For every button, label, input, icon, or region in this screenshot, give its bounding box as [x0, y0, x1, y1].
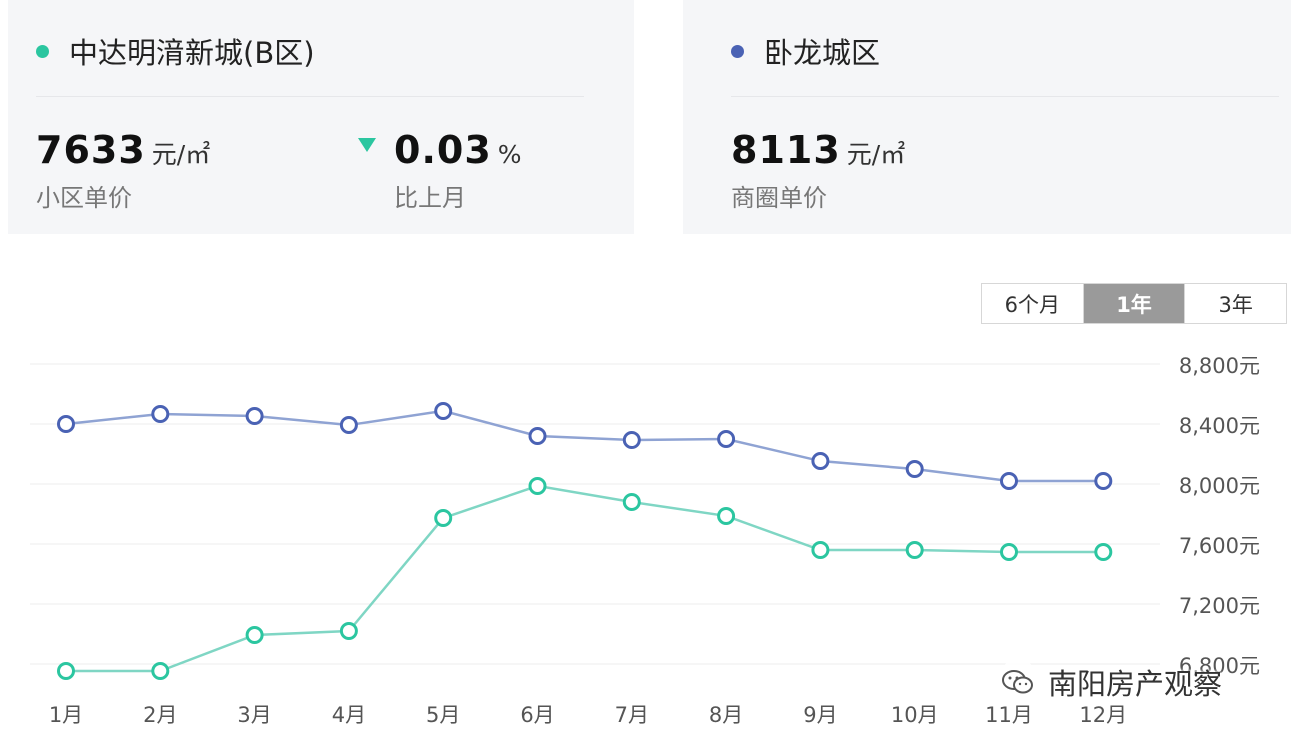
data-point[interactable] [245, 626, 264, 645]
y-tick-label: 6,800元 [1179, 654, 1260, 678]
range-toggle: 6个月 1年 3年 [981, 283, 1287, 324]
x-tick-label: 10月 [891, 703, 939, 727]
data-point[interactable] [528, 427, 547, 445]
community-card: 中达明湇新城(B区) 7633 元/㎡ 小区单价 0.03% 比上月 [8, 0, 634, 234]
district-price-stat: 8113 元/㎡ 商圈单价 [731, 128, 905, 213]
y-tick-label: 8,400元 [1179, 414, 1260, 438]
x-tick-label: 2月 [143, 703, 177, 727]
month-change-stat: 0.03% 比上月 [358, 128, 522, 213]
data-point[interactable] [434, 401, 453, 420]
x-tick-label: 12月 [1079, 703, 1127, 727]
data-point[interactable] [528, 476, 547, 495]
district-name: 卧龙城区 [764, 36, 881, 70]
data-point[interactable] [811, 541, 830, 559]
data-point[interactable] [245, 407, 264, 426]
district-title: 卧龙城区 [731, 30, 880, 72]
community-legend-dot [36, 44, 49, 58]
community-price-value: 7633 [36, 128, 146, 172]
data-point[interactable] [905, 460, 924, 478]
divider [36, 96, 584, 97]
data-point[interactable] [905, 541, 924, 559]
data-point[interactable] [434, 509, 453, 528]
x-tick-label: 3月 [237, 703, 271, 727]
x-tick-label: 1月 [49, 703, 83, 727]
x-tick-label: 7月 [615, 703, 649, 727]
range-option-6m[interactable]: 6个月 [982, 284, 1084, 323]
x-tick-label: 4月 [332, 703, 366, 727]
data-point[interactable] [622, 431, 641, 450]
x-tick-label: 6月 [520, 703, 554, 727]
divider [731, 96, 1279, 97]
down-triangle-icon [358, 137, 376, 152]
data-point[interactable] [811, 452, 830, 471]
data-point[interactable] [151, 404, 170, 423]
data-point[interactable] [1000, 542, 1018, 561]
month-change-label: 比上月 [394, 184, 466, 212]
community-title: 中达明湇新城(B区) [36, 30, 315, 72]
community-price-unit: 元/㎡ [151, 140, 211, 169]
district-price-unit: 元/㎡ [846, 140, 906, 169]
y-tick-label: 7,600元 [1179, 534, 1260, 558]
y-tick-label: 8,000元 [1179, 474, 1260, 498]
wechat-icon [996, 660, 1040, 704]
data-point[interactable] [151, 662, 170, 681]
y-tick-label: 8,800元 [1179, 354, 1260, 378]
data-point[interactable] [717, 506, 736, 525]
series-line-1 [66, 484, 1104, 673]
month-change-value: 0.03 [394, 128, 492, 172]
range-option-1y[interactable]: 1年 [1083, 284, 1186, 323]
district-legend-dot [731, 44, 744, 58]
x-tick-label: 9月 [803, 703, 837, 727]
data-point[interactable] [339, 622, 358, 640]
month-change-unit: % [497, 140, 522, 169]
x-tick-label: 8月 [709, 703, 743, 727]
data-point[interactable] [57, 662, 75, 681]
data-point[interactable] [57, 415, 75, 433]
district-price-value: 8113 [731, 128, 841, 172]
range-option-3y[interactable]: 3年 [1218, 292, 1253, 317]
district-price-label: 商圈单价 [731, 184, 827, 212]
data-point[interactable] [1094, 472, 1113, 490]
x-tick-label: 5月 [426, 703, 460, 727]
community-price-label: 小区单价 [36, 184, 132, 212]
district-card: 卧龙城区 8113 元/㎡ 商圈单价 [683, 0, 1291, 234]
community-price-stat: 7633 元/㎡ 小区单价 [36, 128, 210, 213]
data-point[interactable] [622, 493, 641, 511]
x-tick-label: 11月 [985, 703, 1033, 727]
community-name: 中达明湇新城(B区) [69, 36, 315, 70]
watermark-text: 南阳房产观察 [1048, 667, 1223, 701]
data-point[interactable] [1000, 472, 1018, 490]
watermark: 南阳房产观察 [996, 660, 1222, 704]
y-tick-label: 7,200元 [1179, 594, 1260, 618]
series-line-0 [65, 409, 1104, 483]
data-point[interactable] [339, 416, 358, 435]
data-point[interactable] [1094, 542, 1113, 561]
data-point[interactable] [717, 430, 736, 448]
